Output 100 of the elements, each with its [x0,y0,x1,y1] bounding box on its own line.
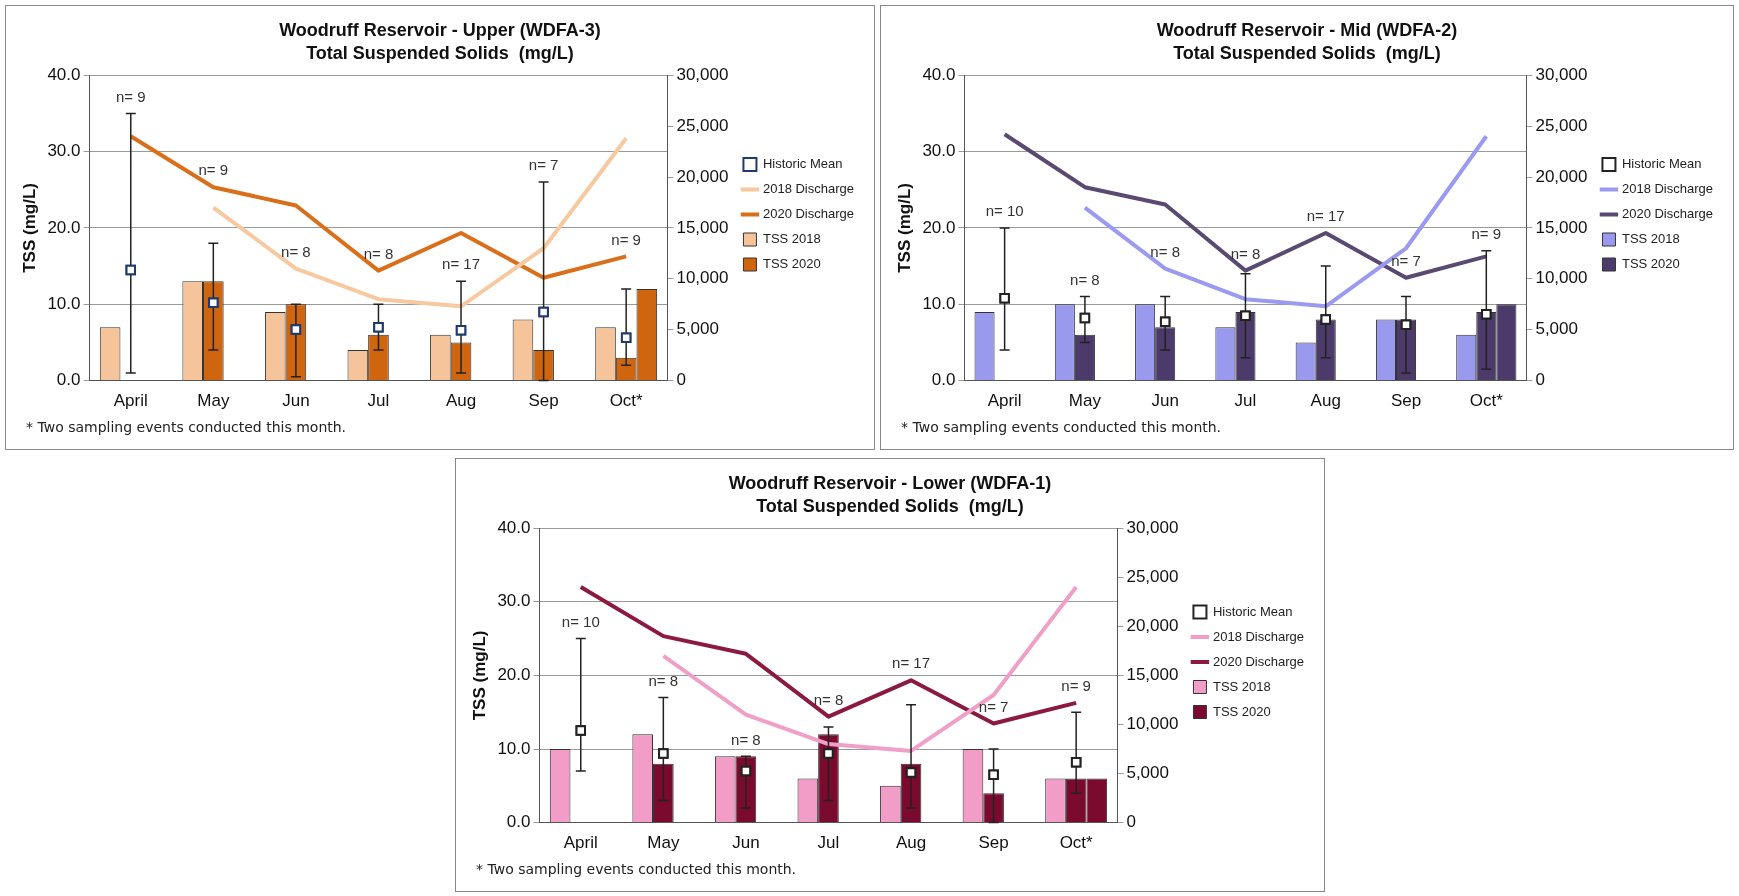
chart-title: Woodruff Reservoir - Upper (WDFA-3) [279,19,601,40]
y-axis-title: TSS (mg/L) [19,183,39,273]
x-tick-label: Oct* [1059,833,1094,853]
chart-title: Woodruff Reservoir - Lower (WDFA-1) [728,472,1052,493]
y-tick-label: 40.0 [47,64,81,84]
y2-tick-label: 10,000 [676,268,729,288]
y2-tick-label: 15,000 [1535,217,1588,237]
x-tick-label: Jun [282,391,310,411]
y2-tick-label: 25,000 [1126,566,1179,586]
y-tick-label: 40.0 [497,517,531,537]
y-tick-label: 0.0 [506,812,531,832]
y-tick-label: 0.0 [56,370,81,390]
y-tick-label: 10.0 [497,738,531,758]
annotation: n= 9 [1061,677,1091,695]
text: * Two sampling events conducted this month. [476,861,797,877]
legend-label: 2020 Discharge [1212,653,1305,669]
text: * Two sampling events conducted this month. [901,419,1222,435]
annotation: n= 7 [978,697,1009,715]
x-tick-label: Jul [817,833,840,853]
x-tick-label: Oct* [1469,391,1504,411]
y2-tick-label: 30,000 [1126,517,1179,537]
annotation: n= 17 [1306,207,1345,225]
legend-label: 2018 Discharge [1621,181,1714,197]
x-tick-label: Aug [895,833,927,853]
annotation: n= 10 [561,612,600,630]
y-tick-label: 20.0 [497,665,531,685]
x-tick-label: Aug [1310,391,1341,411]
legend-label: Historic Mean [762,156,843,172]
x-tick-label: Jul [1234,391,1257,411]
annotation: n= 8 [1230,244,1261,262]
legend-label: TSS 2018 [1212,678,1271,694]
annotation: n= 9 [1471,224,1502,242]
x-tick-label: April [987,391,1022,411]
x-tick-label: Aug [445,391,477,411]
annotation: n= 7 [1391,251,1421,269]
y2-tick-label: 0 [1535,370,1545,390]
x-tick-label: Jul [367,391,390,411]
legend-label: 2020 Discharge [762,206,855,222]
legend-label: TSS 2020 [762,256,821,272]
y2-tick-label: 0 [1126,812,1136,832]
legend-label: Historic Mean [1212,603,1293,619]
chart-subtitle: Total Suspended Solids (mg/L) [306,43,574,64]
legend-label: 2018 Discharge [762,181,855,197]
y-tick-label: 30.0 [47,141,81,161]
y2-tick-label: 5,000 [1535,319,1578,339]
y2-tick-label: 20,000 [1126,616,1179,636]
x-tick-label: May [197,391,230,411]
annotation: n= 7 [528,156,559,174]
x-tick-label: April [113,391,148,411]
annotation: n= 9 [611,230,641,248]
legend-label: 2020 Discharge [1621,206,1714,222]
annotation: n= 17 [442,255,481,273]
annotation: n= 9 [198,161,229,179]
x-tick-label: Sep [978,833,1009,853]
annotation: n= 8 [813,690,844,708]
x-tick-label: Jun [732,833,760,853]
y2-tick-label: 25,000 [1535,115,1588,135]
annotation: n= 8 [363,244,394,262]
x-tick-label: Sep [528,391,559,411]
y2-tick-label: 30,000 [1535,64,1588,84]
x-tick-label: Oct* [609,391,644,411]
x-tick-label: May [647,833,680,853]
annotation: n= 8 [648,671,679,689]
chart-subtitle: Total Suspended Solids (mg/L) [756,496,1024,517]
y2-tick-label: 10,000 [1535,268,1588,288]
y2-tick-label: 20,000 [1535,166,1588,186]
y2-tick-label: 30,000 [676,64,729,84]
text: * Two sampling events conducted this month. [26,419,347,435]
y-tick-label: 30.0 [922,141,956,161]
legend-label: TSS 2018 [762,231,821,247]
y2-tick-label: 20,000 [676,166,729,186]
y-axis-title: TSS (mg/L) [894,183,914,273]
y-tick-label: 10.0 [922,293,956,313]
x-tick-label: May [1068,391,1102,411]
annotation: n= 17 [892,654,931,672]
y2-tick-label: 15,000 [676,217,729,237]
legend-label: Historic Mean [1621,156,1702,172]
annotation: n= 10 [985,202,1024,220]
annotation: n= 8 [1070,270,1100,288]
y2-tick-label: 25,000 [676,115,729,135]
y-axis-title: TSS (mg/L) [469,630,489,721]
chart-subtitle: Total Suspended Solids (mg/L) [1173,43,1441,64]
annotation: n= 9 [115,87,146,105]
y2-tick-label: 10,000 [1126,714,1179,734]
x-tick-label: Sep [1390,391,1422,411]
y2-tick-label: 5,000 [1126,763,1169,783]
y-tick-label: 20.0 [47,217,81,237]
legend-label: 2018 Discharge [1212,628,1305,644]
x-tick-label: April [563,833,598,853]
legend-label: TSS 2020 [1621,256,1680,272]
annotation: n= 8 [731,730,761,748]
y2-tick-label: 15,000 [1126,665,1179,685]
x-tick-label: Jun [1151,391,1179,411]
chart-title: Woodruff Reservoir - Mid (WDFA-2) [1156,19,1458,40]
y2-tick-label: 0 [676,370,686,390]
y2-tick-label: 5,000 [676,319,719,339]
legend-label: TSS 2018 [1621,231,1680,247]
annotation: n= 8 [1150,242,1180,260]
y-tick-label: 30.0 [497,591,531,611]
y-tick-label: 0.0 [931,370,956,390]
